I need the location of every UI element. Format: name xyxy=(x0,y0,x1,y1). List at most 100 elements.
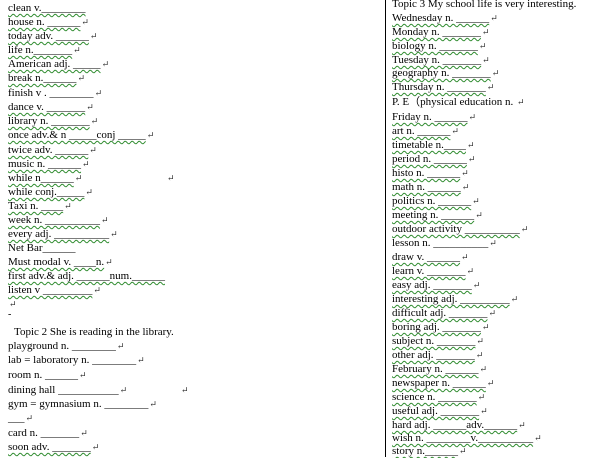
vocab-line: subject n. _______↵ xyxy=(392,335,484,348)
paragraph-mark-icon: ↵ xyxy=(137,355,145,365)
vocab-line: easy adj. _______↵ xyxy=(392,279,480,292)
paragraph-mark-icon: ↵ xyxy=(482,55,490,65)
vocab-line: interesting adj. _________↵ xyxy=(392,293,518,306)
vocab-line: ___↵ xyxy=(8,412,33,425)
vocab-line: music n. ______↵ xyxy=(8,158,90,171)
paragraph-mark-icon: ↵ xyxy=(89,31,98,41)
vocab-line: library n. _______↵ xyxy=(8,115,98,128)
vocab-line: geography n. _______↵ xyxy=(392,67,499,80)
paragraph-mark-icon: ↵ xyxy=(85,187,93,197)
paragraph-mark-icon: ↵ xyxy=(167,173,175,183)
vocab-line: gym = gymnasium n. ________↵ xyxy=(8,398,157,411)
vocab-line: American adj. _____↵ xyxy=(8,58,109,71)
vocab-text: dance v. _______ xyxy=(8,101,86,113)
vocab-text: geography n. _______ xyxy=(392,67,491,79)
vocab-line: Must modal v. ____n.↵ xyxy=(8,256,113,269)
paragraph-mark-icon: ↵ xyxy=(91,442,100,452)
vocab-text: music n. ______ xyxy=(8,158,82,170)
paragraph-mark-icon: ↵ xyxy=(461,252,469,262)
vocab-line: learn v. _______↵ xyxy=(392,265,474,278)
paragraph-mark-icon: ↵ xyxy=(486,378,495,388)
topic-3-heading: Topic 3 My school life is very interesti… xyxy=(392,0,576,11)
vocab-text: interesting adj. _________ xyxy=(392,293,510,305)
paragraph-mark-icon: ↵ xyxy=(468,112,477,122)
paragraph-mark-icon: ↵ xyxy=(94,88,103,98)
vocab-line: card n. _______↵ xyxy=(8,427,88,440)
vocab-line: lesson n. __________↵ xyxy=(392,237,497,250)
vocab-text: easy adj. _______ xyxy=(392,279,472,291)
vocab-text: Wednesday n. ______ xyxy=(392,12,490,24)
vocab-text: period n. ______ xyxy=(392,153,467,165)
vocab-line: listen v _________↵ xyxy=(8,284,101,297)
vocab-text: art n. ______ xyxy=(392,125,451,137)
paragraph-mark-icon: ↵ xyxy=(80,428,88,438)
vocab-text: American adj. _____ xyxy=(8,58,101,70)
vocab-line: while conj._____↵ xyxy=(8,186,93,199)
vocab-text: meeting n. ______ xyxy=(392,209,475,221)
vocab-line: week n. __________↵ xyxy=(8,214,109,227)
vocab-line: politics n. ______↵ xyxy=(392,195,480,208)
vocab-text: Friday n. ______ xyxy=(392,111,468,123)
paragraph-mark-icon: ↵ xyxy=(517,97,525,107)
vocab-text: gym = gymnasium n. ________ xyxy=(8,398,149,410)
vocab-text: twice adv. ______ xyxy=(8,144,89,156)
vocab-line: break n.______↵ xyxy=(8,72,85,85)
vocab-line: draw v. ______↵ xyxy=(392,251,469,264)
paragraph-mark-icon: ↵ xyxy=(472,196,480,206)
paragraph-mark-icon: ↵ xyxy=(459,446,467,456)
paragraph-mark-icon: ↵ xyxy=(9,299,17,309)
vocab-line: playground n. ________↵ xyxy=(8,340,124,353)
paragraph-mark-icon: ↵ xyxy=(475,350,484,360)
paragraph-mark-icon: ↵ xyxy=(518,420,526,430)
vocab-line: clean v.________ xyxy=(8,2,87,15)
vocab-text: other adj. _______ xyxy=(392,349,475,361)
vocab-text: biology n. _______ xyxy=(392,40,478,52)
paragraph-mark-icon: ↵ xyxy=(86,102,94,112)
paragraph-mark-icon: ↵ xyxy=(149,399,157,409)
vocab-line: science n. _______↵ xyxy=(392,391,485,404)
vocab-text: difficult adj. _______ xyxy=(392,307,488,319)
vocab-line: math n. ______↵ xyxy=(392,181,469,194)
paragraph-mark-icon: ↵ xyxy=(486,82,495,92)
vocab-text: Net Bar______ xyxy=(8,242,76,254)
vocab-text: Tuesday n. _______ xyxy=(392,54,482,66)
vocab-line: dining hall ___________↵ xyxy=(8,384,127,397)
vocab-line: every adj. __________↵ xyxy=(8,228,118,241)
paragraph-mark-icon: ↵ xyxy=(478,41,487,51)
vocab-text: math n. ______ xyxy=(392,181,461,193)
paragraph-mark-icon: ↵ xyxy=(100,215,109,225)
paragraph-mark-icon: ↵ xyxy=(78,370,87,380)
vocab-line: lab = laboratory n. ________↵ xyxy=(8,354,145,367)
vocab-text: story n.______ xyxy=(392,445,458,457)
vocab-line: P. E（physical education n. ↵ xyxy=(392,96,525,109)
vocab-text: lesson n. __________ xyxy=(392,237,489,249)
paragraph-mark-icon: ↵ xyxy=(461,182,470,192)
paragraph-mark-icon: ↵ xyxy=(479,364,488,374)
vocab-line: house n. ______↵ xyxy=(8,16,89,29)
paragraph-mark-icon: ↵ xyxy=(146,130,155,140)
topic-2-heading: Topic 2 She is reading in the library. xyxy=(14,326,174,339)
vocab-line: art n. ______↵ xyxy=(392,125,459,138)
topic-3-heading-text: Topic 3 My school life is very interesti… xyxy=(392,0,577,10)
vocab-line: dance v. _______↵ xyxy=(8,101,94,114)
paragraph-mark-icon: ↵ xyxy=(467,154,476,164)
paragraph-mark-icon: ↵ xyxy=(74,173,83,183)
vocab-line: Wednesday n. ______↵ xyxy=(392,12,498,25)
vocab-text: science n. _______ xyxy=(392,391,477,403)
vocab-text: Monday n. _______ xyxy=(392,26,481,38)
vocab-text: playground n. ________ xyxy=(8,340,116,352)
paragraph-mark-icon: ↵ xyxy=(466,266,475,276)
vocab-line: meeting n. ______↵ xyxy=(392,209,483,222)
vocab-line: outdoor activity __________↵ xyxy=(392,223,528,236)
paragraph-mark-icon: ↵ xyxy=(25,413,34,423)
vocab-text: boring adj. _______ xyxy=(392,321,481,333)
paragraph-mark-icon: ↵ xyxy=(534,433,542,443)
vocab-text: card n. _______ xyxy=(8,427,80,439)
vocab-line: useful adj. _______↵ xyxy=(392,405,488,418)
paragraph-mark-icon: ↵ xyxy=(481,27,490,37)
vocab-line: histo n. ______↵ xyxy=(392,167,469,180)
paragraph-mark-icon: ↵ xyxy=(181,385,189,395)
vocab-line: today adv. ______↵ xyxy=(8,30,97,43)
vocab-text: every adj. __________ xyxy=(8,228,110,240)
vocab-text: break n.______ xyxy=(8,72,77,84)
